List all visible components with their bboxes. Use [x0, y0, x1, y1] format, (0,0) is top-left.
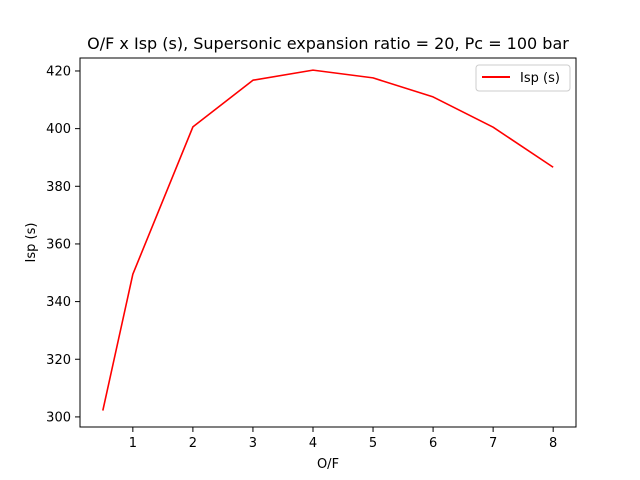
y-tick-label: 400: [46, 122, 71, 137]
x-tick-label: 2: [189, 436, 197, 451]
x-tick-label: 7: [489, 436, 497, 451]
x-axis: 1 2 3 4 5 6 7 8: [129, 427, 557, 451]
y-tick-label: 380: [46, 180, 71, 195]
legend-label: Isp (s): [520, 71, 560, 86]
y-tick-label: 340: [46, 295, 71, 310]
chart-title: O/F x Isp (s), Supersonic expansion rati…: [87, 34, 569, 53]
x-tick-label: 6: [429, 436, 437, 451]
y-tick-label: 360: [46, 237, 71, 252]
x-axis-label: O/F: [317, 457, 339, 472]
y-tick-label: 420: [46, 64, 71, 79]
series-line: [102, 69, 554, 411]
y-axis: 300 320 340 360 380 400 420: [46, 64, 80, 425]
axes-frame: [79, 57, 577, 428]
x-tick-label: 3: [249, 436, 257, 451]
legend-box: [475, 64, 571, 92]
y-tick-label: 320: [46, 353, 71, 368]
plot-area: [102, 69, 554, 411]
x-tick-label: 1: [129, 436, 137, 451]
y-axis-label: Isp (s): [24, 223, 39, 263]
legend: Isp (s): [475, 64, 571, 92]
x-tick-label: 4: [309, 436, 317, 451]
x-tick-label: 5: [369, 436, 377, 451]
y-tick-label: 300: [46, 410, 71, 425]
x-tick-label: 8: [549, 436, 557, 451]
